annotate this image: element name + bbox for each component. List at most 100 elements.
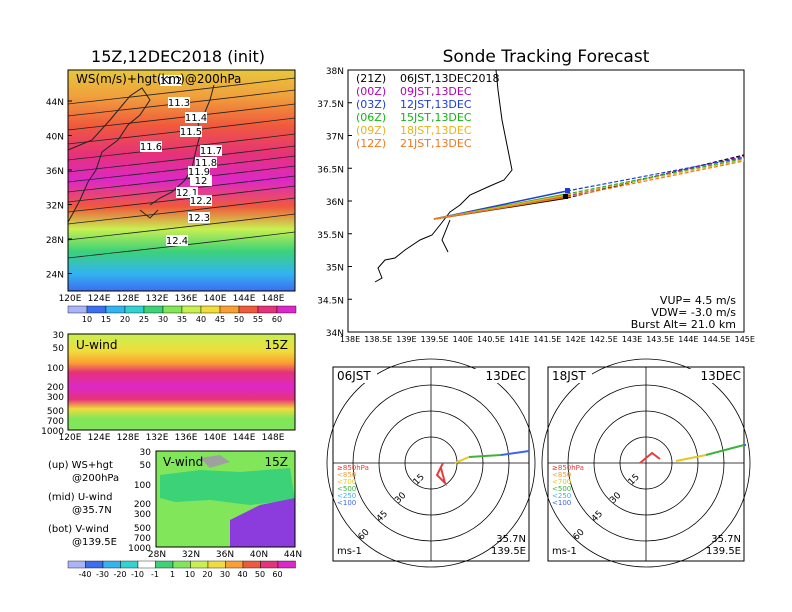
profile-upper: [500, 450, 530, 456]
pressure-tick-label: 700: [47, 417, 64, 427]
contour-label-box: [185, 112, 207, 123]
contour-label-box: [176, 187, 198, 198]
vwind-pos-area: [160, 468, 295, 505]
launch-time: 12JST,13DEC: [400, 98, 472, 111]
vwind-frame: [155, 450, 296, 548]
colorbar-swatch: [67, 560, 86, 569]
hodo-lon: 139.5E: [491, 546, 526, 557]
lon-tick-label: 140E: [204, 294, 227, 304]
lat-tick-label: 28N: [46, 236, 64, 246]
level-legend-item: <250: [337, 492, 356, 500]
contour-label: 11.6: [140, 142, 162, 153]
colorbar-tick: -40: [78, 570, 91, 579]
contour-label-box: [195, 157, 217, 168]
colorbar-swatch: [105, 305, 126, 314]
contour-label: 11.2: [160, 76, 182, 87]
pressure-tick-label: 500: [134, 524, 151, 534]
colorbar-tick: 55: [253, 315, 263, 324]
colorbar-tick: 50: [255, 570, 265, 579]
launch-time: 15JST,13DEC: [400, 111, 472, 124]
vwind-label: V-wind: [163, 455, 203, 469]
hodo-date-bg: [688, 369, 742, 383]
lon-tick-label: 124E: [88, 433, 111, 443]
sonde-track-forecast: [566, 158, 745, 195]
pressure-tick-label: 300: [134, 510, 151, 520]
burst-text: Burst Alt= 21.0 km: [631, 318, 736, 331]
height-contour-line: [67, 197, 296, 225]
contour-label-box: [166, 235, 188, 246]
vup-text: VUP= 4.5 m/s: [660, 294, 736, 307]
ws-map-frame: [67, 69, 296, 292]
contour-label-box: [188, 212, 210, 223]
track-lon-axis: 138E 138.5E 139E 139.5E 140E 140.5E 141E 141.5E…: [340, 335, 755, 344]
colorbar-tick: 60: [272, 570, 282, 579]
launch-code: (00Z): [356, 85, 386, 98]
sonde-track-forecast: [566, 156, 745, 192]
contour-label: 11.3: [168, 98, 190, 109]
height-contour-line: [67, 165, 296, 193]
speed-ring: [326, 358, 536, 568]
colorbar-tick: 25: [139, 315, 149, 324]
contour-label: 12: [195, 176, 208, 187]
hodo-time: 06JST: [337, 369, 371, 383]
lat-tick-label: 44N: [284, 550, 302, 560]
colorbar-tick: 30: [220, 570, 230, 579]
track-lat-axis: 38N 37.5N 37N 36.5N 36N 35.5N 35N 34.5N 34N: [317, 67, 352, 339]
uwind-lon-axis: 120E 124E 128E 132E 136E 140E 144E 148E: [59, 433, 285, 443]
colorbar-swatch: [143, 305, 164, 314]
colorbar-tick: 20: [202, 570, 212, 579]
launch-legend: (21Z) 06JST,13DEC2018 (00Z) 09JST,13DEC (03Z…: [356, 72, 500, 150]
level-legend-item: <250: [552, 492, 571, 500]
contour-label-group: 11.211.311.411.511.6 11.711.811.91212.112…: [140, 75, 222, 247]
burst-marker: [565, 188, 570, 193]
colorbar-swatch: [238, 305, 259, 314]
colorbar-swatch: [172, 560, 191, 569]
colorbar-swatch: [200, 305, 221, 314]
height-contour-line: [67, 175, 296, 203]
contour-label: 11.8: [195, 158, 217, 169]
colorbar-tick: 50: [234, 315, 244, 324]
colorbar-swatch: [225, 560, 244, 569]
contour-label: 12.2: [190, 196, 212, 207]
lon-tick-label: 132E: [146, 433, 169, 443]
launch-time: 18JST,13DEC: [400, 124, 472, 137]
contour-label: 12.1: [176, 188, 198, 199]
launch-time: 06JST,13DEC2018: [400, 72, 500, 85]
sonde-track-forecast: [566, 160, 745, 198]
level-legend-item: <700: [337, 478, 356, 486]
contour-label-box: [180, 126, 202, 137]
japan-coast: [139, 84, 215, 219]
pressure-tick-label: 1000: [128, 544, 151, 554]
launch-code: (06Z): [356, 111, 386, 124]
lon-tick-label: 144.5E: [703, 335, 731, 344]
lat-tick-label: 37.5N: [317, 100, 344, 110]
pressure-tick-label: 1000: [41, 427, 64, 437]
lon-tick-label: 140E: [453, 335, 473, 344]
lon-tick-label: 128E: [117, 433, 140, 443]
height-contours: [67, 77, 296, 259]
colorbar-tick: 1: [170, 570, 175, 579]
pressure-tick-label: 200: [47, 383, 64, 393]
lon-tick-label: 144E: [233, 433, 256, 443]
pressure-tick-label: 500: [47, 407, 64, 417]
launch-time: 21JST,13DEC: [400, 137, 472, 150]
colorbar-swatch: [190, 560, 209, 569]
colorbar-swatch: [67, 305, 88, 314]
colorbar-tick: 40: [237, 570, 247, 579]
pressure-tick-label: 30: [140, 448, 152, 458]
contour-label-box: [188, 166, 210, 177]
lat-tick-label: 40N: [46, 133, 64, 143]
contour-label-box: [190, 175, 212, 186]
lon-tick-label: 128E: [117, 294, 140, 304]
colorbar-tick: 10: [82, 315, 92, 324]
launch-time: 09JST,13DEC: [400, 85, 472, 98]
vwind-gray-area: [200, 455, 230, 468]
height-contour-line: [67, 89, 296, 117]
boso-coast: [441, 219, 451, 253]
lat-tick-label: 36N: [326, 198, 344, 208]
hodo-date-bg: [473, 369, 527, 383]
level-legend-item: <100: [337, 499, 356, 507]
hodo-lon: 139.5E: [706, 546, 741, 557]
